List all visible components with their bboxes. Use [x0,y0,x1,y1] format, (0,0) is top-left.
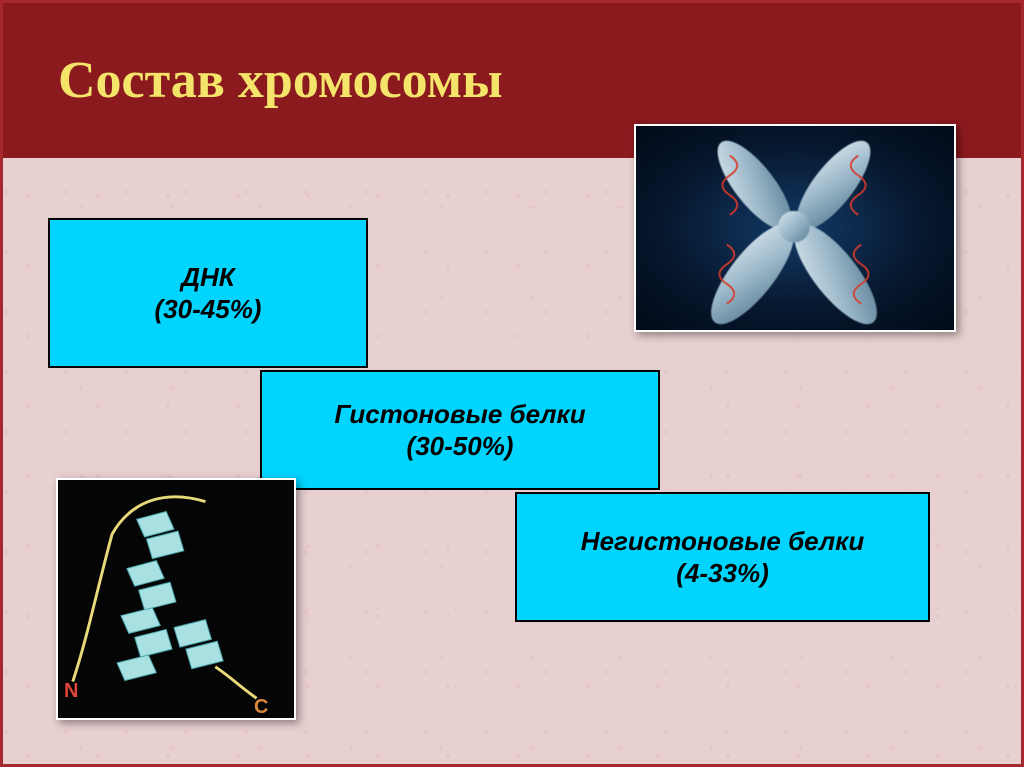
protein-image: N C [56,478,296,720]
chromosome-image [634,124,956,332]
slide-title: Состав хромосомы [58,51,503,110]
protein-c-terminus-label: C [254,696,268,719]
histone-label: Гистоновые белки [334,398,585,431]
composition-box-dna: ДНК (30-45%) [48,218,368,368]
protein-n-terminus-label: N [64,680,78,703]
composition-box-histone: Гистоновые белки (30-50%) [260,370,660,490]
nonhistone-label: Негистоновые белки [581,525,864,558]
protein-ribbon-icon [58,480,294,718]
dna-label: ДНК [181,261,235,294]
chromosome-icon [636,126,954,331]
dna-percent: (30-45%) [155,293,262,326]
nonhistone-percent: (4-33%) [676,557,768,590]
composition-box-nonhistone: Негистоновые белки (4-33%) [515,492,930,622]
histone-percent: (30-50%) [407,430,514,463]
